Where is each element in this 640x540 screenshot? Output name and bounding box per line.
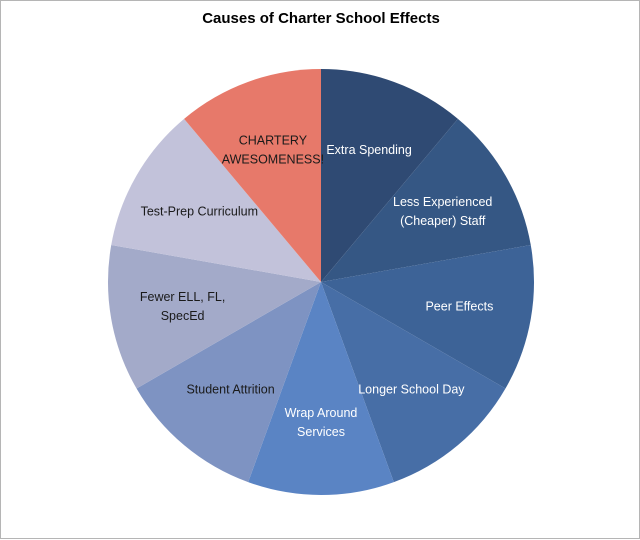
pie-slice-student-attrition: [136, 282, 321, 483]
slice-label-chartery-awesomeness: CHARTERY AWESOMENESS!: [222, 133, 324, 166]
slice-label-test-prep-curriculum: Test-Prep Curriculum: [141, 205, 258, 219]
slice-label-student-attrition: Student Attrition: [186, 383, 274, 397]
pie-labels: Extra Spending Less Experienced (Cheaper) …: [140, 133, 493, 439]
slice-label-fewer-ell-fl-speced: Fewer ELL, FL, SpecEd: [140, 290, 225, 323]
slice-label-wrap-around-services: Wrap Around Services: [285, 406, 358, 439]
pie-slice-less-experienced-cheaper-staff: [321, 118, 531, 282]
pie-slice-chartery-awesomeness: [184, 69, 321, 282]
pie-slice-extra-spending: [321, 69, 458, 282]
slice-label-longer-school-day: Longer School Day: [358, 383, 465, 397]
slice-label-less-experienced-cheaper-staff: Less Experienced (Cheaper) Staff: [393, 195, 492, 228]
slice-label-extra-spending: Extra Spending: [326, 143, 412, 157]
pie-slice-fewer-ell-fl-speced: [108, 245, 321, 389]
pie-slice-wrap-around-services: [248, 282, 394, 495]
slice-label-peer-effects: Peer Effects: [425, 299, 493, 313]
pie-slice-longer-school-day: [321, 282, 506, 483]
pie-slices: [108, 69, 534, 495]
pie-slice-peer-effects: [321, 245, 534, 389]
pie-slice-test-prep-curriculum: [111, 118, 322, 282]
chart-title: Causes of Charter School Effects: [202, 10, 440, 27]
